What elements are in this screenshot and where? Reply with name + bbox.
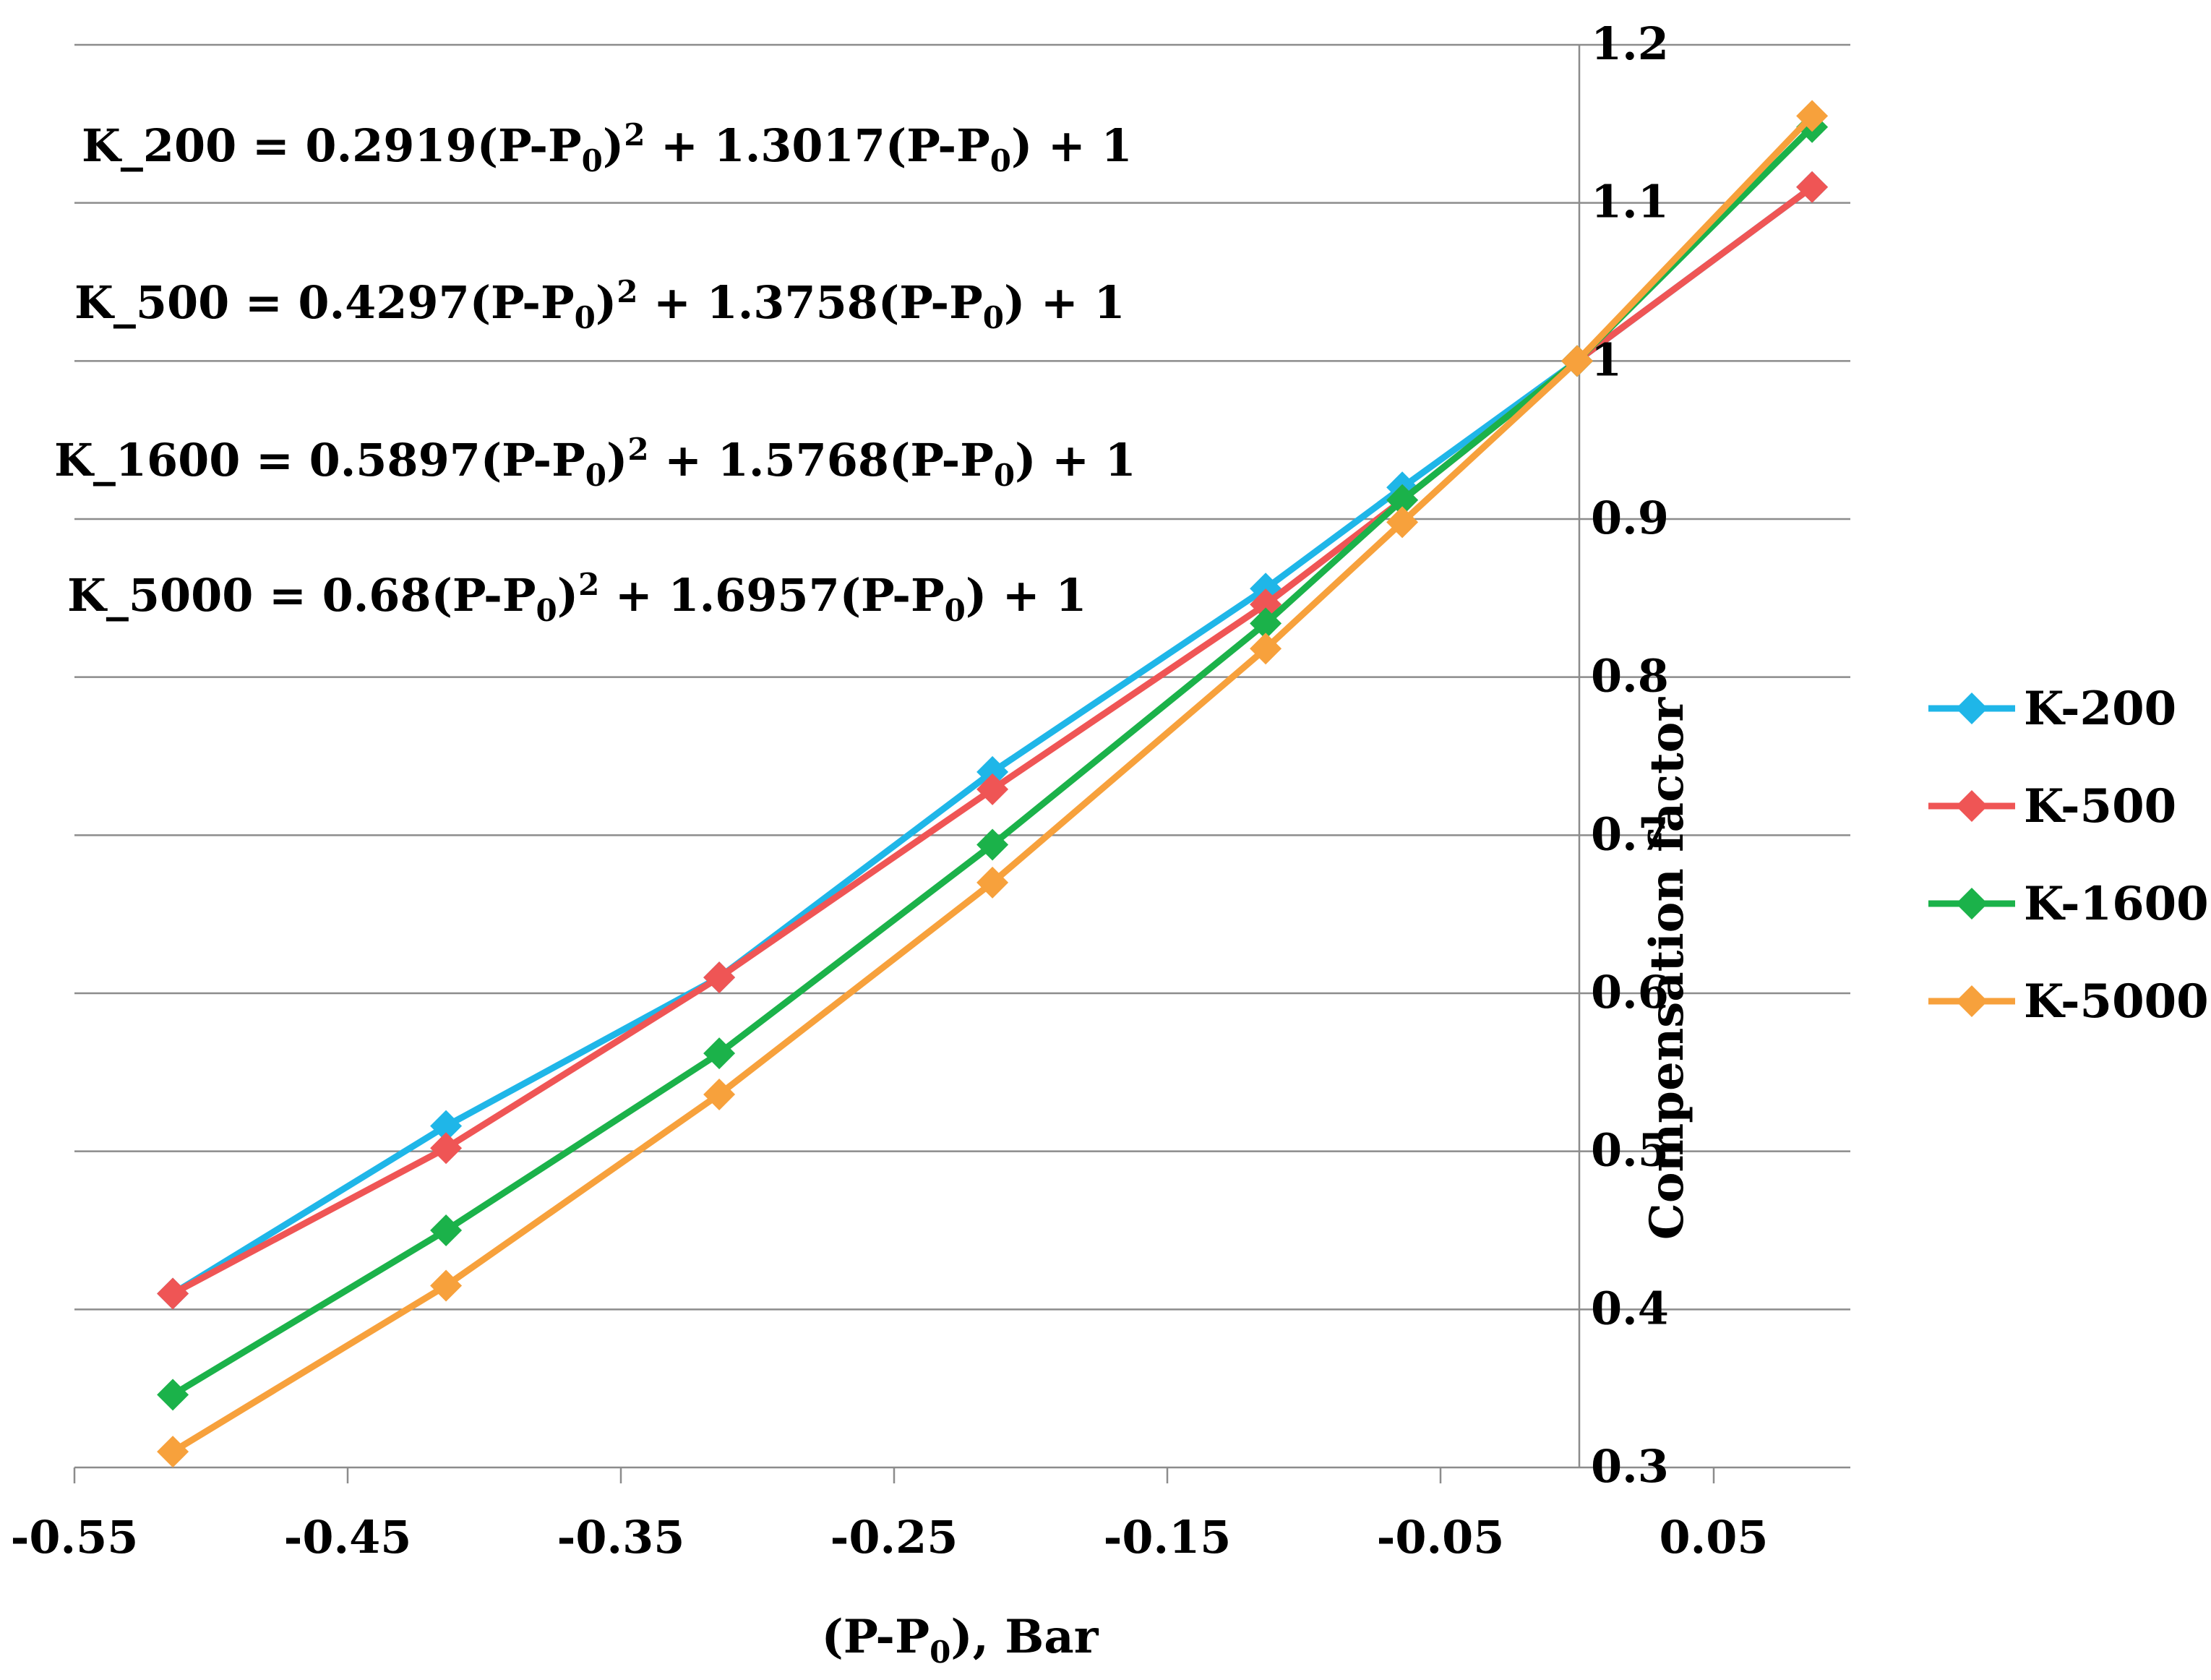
legend-label: K-500	[2024, 779, 2176, 833]
data-point-K-200	[430, 1110, 463, 1142]
data-point-K-500	[430, 1132, 463, 1165]
legend-label: K-5000	[2024, 974, 2209, 1029]
data-point-K-5000	[430, 1269, 463, 1302]
data-point-K-200	[976, 755, 1009, 788]
series-group	[157, 100, 1829, 1468]
legend-item-K-500: K-500	[1928, 779, 2176, 833]
y-tick-label: 0.7	[1591, 807, 1669, 860]
equation-K_200: K_200 = 0.2919(P-P0)2 + 1.3017(P-P0) + 1	[82, 117, 1133, 179]
x-tick-label: -0.55	[11, 1511, 139, 1564]
x-tick-label: -0.35	[557, 1511, 685, 1564]
data-point-K-1600	[703, 1037, 736, 1070]
x-axis-title-main: (P-P	[822, 1610, 930, 1664]
axes	[73, 45, 1850, 1483]
x-tick-label: 0.05	[1659, 1511, 1768, 1564]
legend-marker	[1956, 693, 1988, 724]
data-point-K-5000	[1386, 506, 1419, 539]
data-point-K-5000	[1561, 345, 1593, 377]
tick-labels: 0.3 0.4 0.5 0.6 0.7 0.8 0.9 1 1.1 1.2 -0.55 -0.45 -0…	[11, 17, 1769, 1564]
data-point-K-500	[976, 773, 1009, 805]
gridlines	[74, 43, 1850, 1311]
y-tick-label: 1	[1591, 333, 1622, 386]
x-tick-label: -0.45	[284, 1511, 412, 1564]
legend-marker	[1956, 790, 1988, 822]
data-point-K-500	[703, 961, 736, 994]
data-point-K-1600	[1386, 484, 1419, 516]
x-tick-label: -0.05	[1377, 1511, 1505, 1564]
x-axis-title: (P-P0), Bar	[822, 1610, 1099, 1670]
legend-marker	[1956, 985, 1988, 1017]
series-K-500	[157, 171, 1829, 1310]
y-tick-label: 0.3	[1591, 1440, 1669, 1493]
y-tick-label: 0.4	[1591, 1282, 1669, 1334]
y-tick-label: 1.1	[1591, 176, 1669, 228]
x-tick-label: -0.15	[1104, 1511, 1232, 1564]
equation-K_500: K_500 = 0.4297(P-P0)2 + 1.3758(P-P0) + 1	[74, 274, 1125, 335]
legend-item-K-1600: K-1600	[1928, 877, 2209, 931]
data-point-K-1600	[976, 828, 1009, 861]
data-point-K-500	[1796, 171, 1829, 203]
legend-marker	[1956, 888, 1988, 920]
series-line-K-5000	[171, 113, 1815, 1454]
data-point-K-1600	[157, 1379, 189, 1411]
data-point-K-5000	[703, 1078, 736, 1110]
x-axis-title-sub: 0	[930, 1634, 950, 1670]
data-point-K-5000	[1796, 100, 1829, 132]
equation-K_1600: K_1600 = 0.5897(P-P0)2 + 1.5768(P-P0) + …	[54, 432, 1136, 493]
data-point-K-500	[157, 1277, 189, 1310]
data-point-K-5000	[976, 866, 1009, 899]
y-tick-label: 0.5	[1591, 1124, 1669, 1177]
series-K-5000	[157, 100, 1829, 1468]
data-point-K-5000	[1250, 633, 1282, 665]
x-tick-label: -0.25	[830, 1511, 958, 1564]
y-tick-label: 0.9	[1591, 492, 1669, 544]
legend-item-K-200: K-200	[1928, 682, 2176, 736]
y-tick-label: 1.2	[1591, 17, 1669, 70]
legend: K-200 K-500 K-1600 K-5000	[1928, 682, 2209, 1029]
y-axis-title: Compensation factor	[1640, 697, 1694, 1240]
series-line-K-200	[171, 184, 1814, 1297]
y-tick-label: 0.8	[1591, 650, 1669, 703]
equations: K_200 = 0.2919(P-P0)2 + 1.3017(P-P0) + 1…	[54, 117, 1136, 628]
series-K-200	[157, 171, 1829, 1310]
data-point-K-1600	[1250, 607, 1282, 640]
series-line-K-500	[171, 184, 1814, 1297]
data-point-K-1600	[430, 1214, 463, 1246]
legend-item-K-5000: K-5000	[1928, 974, 2209, 1029]
x-axis-title-rest: ), Bar	[950, 1610, 1099, 1664]
y-tick-label: 0.6	[1591, 966, 1669, 1019]
legend-label: K-1600	[2024, 877, 2209, 931]
data-point-K-5000	[157, 1436, 189, 1468]
legend-label: K-200	[2024, 682, 2176, 736]
equation-K_5000: K_5000 = 0.68(P-P0)2 + 1.6957(P-P0) + 1	[67, 567, 1086, 628]
